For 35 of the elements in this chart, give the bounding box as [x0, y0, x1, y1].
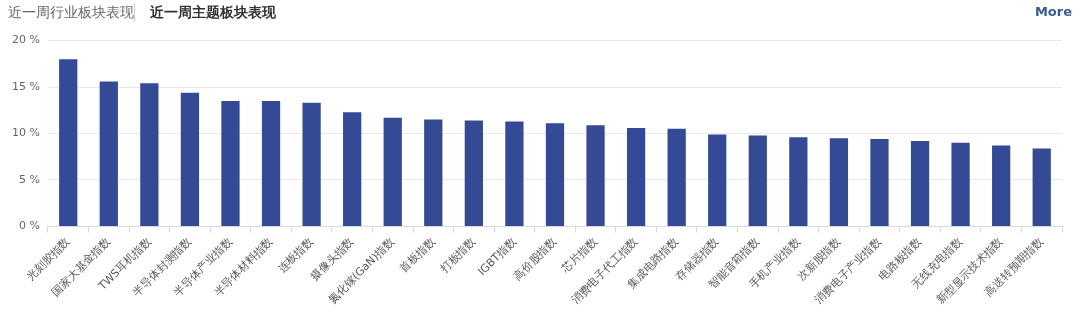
bar [59, 59, 78, 226]
y-tick-label: 20 % [11, 33, 40, 47]
bar [667, 128, 686, 226]
x-tick-label: 打板指数 [436, 235, 478, 277]
bar [424, 119, 443, 226]
bar [586, 125, 605, 226]
bar [708, 134, 727, 226]
y-tick-label: 10 % [11, 126, 40, 140]
bar [261, 101, 281, 226]
bar [545, 123, 565, 226]
bar [829, 138, 849, 226]
bar [505, 121, 524, 226]
bar [992, 145, 1011, 226]
bar [626, 127, 646, 226]
y-tick-label: 5 % [18, 172, 40, 186]
bar [221, 101, 240, 226]
bar [748, 135, 767, 226]
bar [343, 112, 362, 226]
bar [789, 137, 808, 226]
bar [870, 139, 889, 226]
text: More [1034, 4, 1072, 19]
y-tick-label: 15 % [11, 79, 40, 93]
bar [1032, 148, 1051, 226]
bar [140, 83, 159, 226]
y-tick-label: 0 % [18, 219, 40, 233]
bar [302, 102, 321, 226]
bar [180, 92, 200, 226]
bar [383, 117, 402, 226]
bar [464, 120, 483, 226]
bar [951, 142, 970, 226]
chart-title: 近一周主题板块表现 [150, 4, 276, 22]
bar [99, 81, 118, 226]
x-tick-label: 首板指数 [397, 235, 438, 276]
chart-subtitle: 近一周行业板块表现 [8, 4, 134, 22]
bar [910, 140, 930, 226]
